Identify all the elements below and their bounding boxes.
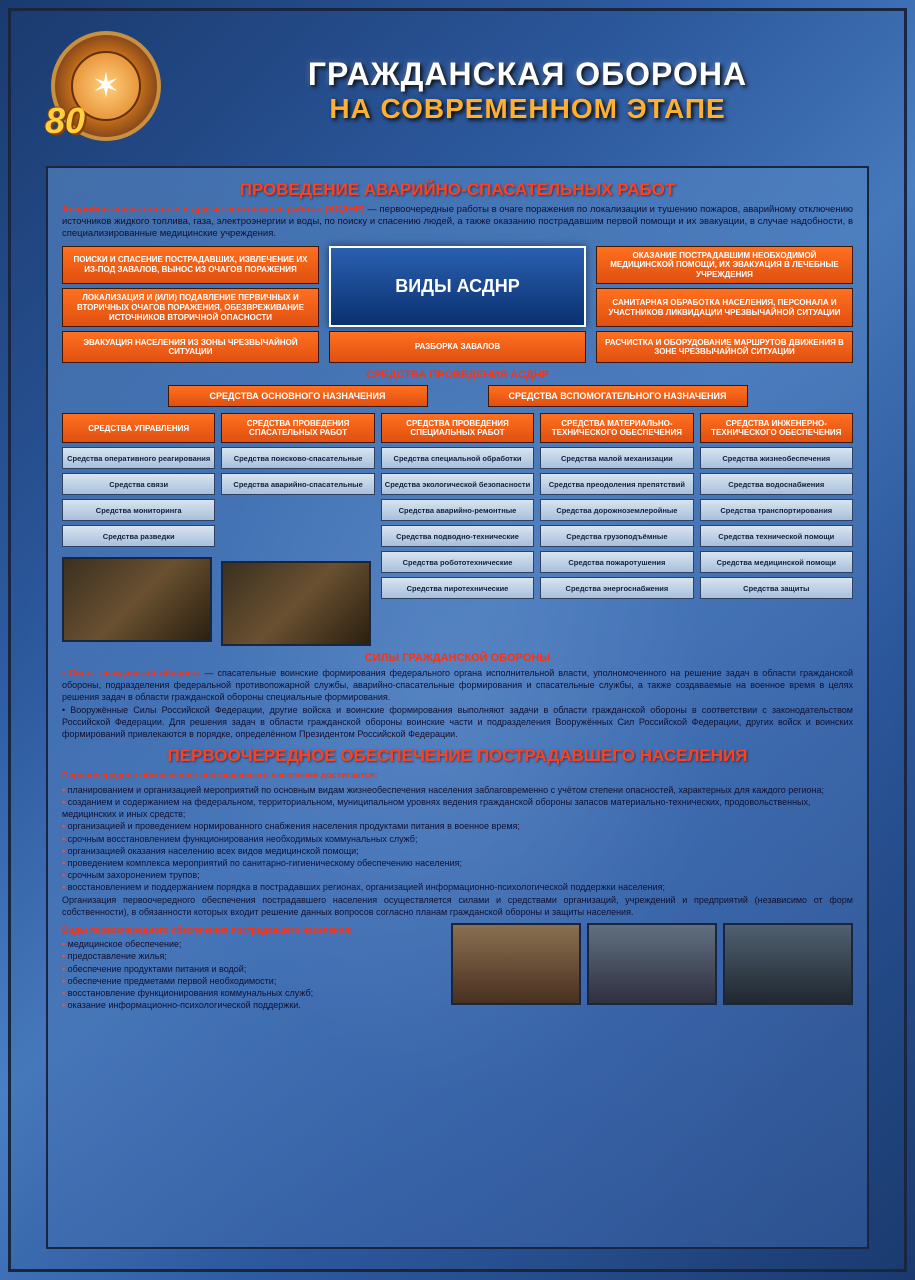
photo-1 (62, 557, 212, 642)
section3-lead2-text: Виды первоочередного обеспечения пострад… (62, 925, 353, 935)
section1-intro: Аварийно-спасательные и другие неотложны… (62, 204, 853, 240)
col4-header: СРЕДСТВА ИНЖЕНЕРНО-ТЕХНИЧЕСКОГО ОБЕСПЕЧЕ… (700, 413, 853, 443)
tree-col-4: СРЕДСТВА ИНЖЕНЕРНО-ТЕХНИЧЕСКОГО ОБЕСПЕЧЕ… (700, 413, 853, 646)
col2-item: Средства специальной обработки (381, 447, 534, 469)
tree-heading: СРЕДСТВА ПРОВЕДЕНИЯ АСДНР (62, 369, 853, 381)
bottom-photos (451, 923, 853, 1005)
col0-item: Средства связи (62, 473, 215, 495)
col0-item: Средства мониторинга (62, 499, 215, 521)
col4-item: Средства жизнеобеспечения (700, 447, 853, 469)
asdnr-right-2: РАСЧИСТКА И ОБОРУДОВАНИЕ МАРШРУТОВ ДВИЖЕ… (596, 331, 853, 363)
col4-item: Средства технической помощи (700, 525, 853, 547)
section3-lead2: Виды первоочередного обеспечения пострад… (62, 925, 441, 937)
col4-item: Средства медицинской помощи (700, 551, 853, 573)
tree-col-3: СРЕДСТВА МАТЕРИАЛЬНО-ТЕХНИЧЕСКОГО ОБЕСПЕ… (540, 413, 693, 646)
asdnr-left-2: ЭВАКУАЦИЯ НАСЕЛЕНИЯ ИЗ ЗОНЫ ЧРЕЗВЫЧАЙНОЙ… (62, 331, 319, 363)
col0-item: Средства оперативного реагирования (62, 447, 215, 469)
col1-item: Средства поисково-спасательные (221, 447, 374, 469)
bullet: оказание информационно-психологической п… (62, 999, 441, 1011)
bullet: медицинское обеспечение; (62, 938, 441, 950)
col1-header: СРЕДСТВА ПРОВЕДЕНИЯ СПАСАТЕЛЬНЫХ РАБОТ (221, 413, 374, 443)
section3-lead-text: Первоочередное обеспечение пострадавшего… (62, 770, 378, 780)
page-frame: ✶ 80 ГРАЖДАНСКАЯ ОБОРОНА НА СОВРЕМЕННОМ … (8, 8, 907, 1272)
tree-l1-0: СРЕДСТВА ОСНОВНОГО НАЗНАЧЕНИЯ (168, 385, 428, 407)
asdnr-right-1: САНИТАРНАЯ ОБРАБОТКА НАСЕЛЕНИЯ, ПЕРСОНАЛ… (596, 288, 853, 327)
bullet: планированием и организацией мероприятий… (62, 784, 853, 796)
col1-item: Средства аварийно-спасательные (221, 473, 374, 495)
section3-lead: Первоочередное обеспечение пострадавшего… (62, 770, 853, 782)
tree-l1-1: СРЕДСТВА ВСПОМОГАТЕЛЬНОГО НАЗНАЧЕНИЯ (488, 385, 748, 407)
photo-5 (723, 923, 853, 1005)
section3-heading: ПЕРВООЧЕРЕДНОЕ ОБЕСПЕЧЕНИЕ ПОСТРАДАВШЕГО… (62, 746, 853, 766)
col2-item: Средства робототехнические (381, 551, 534, 573)
col3-item: Средства грузоподъёмные (540, 525, 693, 547)
photo-2 (221, 561, 371, 646)
bullet: восстановление функционирования коммунал… (62, 987, 441, 999)
asdnr-left-1: ЛОКАЛИЗАЦИЯ И (ИЛИ) ПОДАВЛЕНИЕ ПЕРВИЧНЫХ… (62, 288, 319, 327)
asdnr-right-0: ОКАЗАНИЕ ПОСТРАДАВШИМ НЕОБХОДИМОЙ МЕДИЦИ… (596, 246, 853, 285)
col2-header: СРЕДСТВА ПРОВЕДЕНИЯ СПЕЦИАЛЬНЫХ РАБОТ (381, 413, 534, 443)
title-line1: ГРАЖДАНСКАЯ ОБОРОНА (191, 56, 864, 93)
bullet: восстановлением и поддержанием порядка в… (62, 881, 853, 893)
bullet: созданием и содержанием на федеральном, … (62, 796, 853, 820)
section2-lead: • Силы гражданской обороны (62, 668, 200, 678)
col3-item: Средства пожаротушения (540, 551, 693, 573)
bullet: предоставление жилья; (62, 950, 441, 962)
tree-level1: СРЕДСТВА ОСНОВНОГО НАЗНАЧЕНИЯ СРЕДСТВА В… (62, 385, 853, 407)
section1-lead: Аварийно-спасательные и другие неотложны… (62, 204, 365, 215)
col3-item: Средства дорожноземлеройные (540, 499, 693, 521)
emblem-number: 80 (45, 100, 85, 142)
bullet: обеспечение продуктами питания и водой; (62, 963, 441, 975)
col2-item: Средства экологической безопасности (381, 473, 534, 495)
title-line2: НА СОВРЕМЕННОМ ЭТАПЕ (191, 93, 864, 125)
photo-3 (451, 923, 581, 1005)
section2-para1: • Силы гражданской обороны — спасательны… (62, 668, 853, 703)
section2-heading: СИЛЫ ГРАЖДАНСКОЙ ОБОРОНЫ (62, 652, 853, 664)
bullet: организацией оказания населению всех вид… (62, 845, 853, 857)
col4-item: Средства транспортирования (700, 499, 853, 521)
emblem-badge: ✶ 80 (51, 31, 161, 141)
asdnr-mid-1: РАЗБОРКА ЗАВАЛОВ (329, 331, 586, 363)
asdnr-left-0: ПОИСКИ И СПАСЕНИЕ ПОСТРАДАВШИХ, ИЗВЛЕЧЕН… (62, 246, 319, 285)
bullet: срочным восстановлением функционирования… (62, 833, 853, 845)
section3-bullets2: медицинское обеспечение; предоставление … (62, 938, 441, 1011)
tree-col-1: СРЕДСТВА ПРОВЕДЕНИЯ СПАСАТЕЛЬНЫХ РАБОТ С… (221, 413, 374, 646)
bottom-row: Виды первоочередного обеспечения пострад… (62, 923, 853, 1014)
tree-col-0: СРЕДСТВА УПРАВЛЕНИЯ Средства оперативног… (62, 413, 215, 646)
section2-para2: • Вооружённые Силы Российской Федерации,… (62, 705, 853, 740)
col3-item: Средства преодоления препятствий (540, 473, 693, 495)
col3-item: Средства энергоснабжения (540, 577, 693, 599)
bullet: срочным захоронением трупов; (62, 869, 853, 881)
main-title: ГРАЖДАНСКАЯ ОБОРОНА НА СОВРЕМЕННОМ ЭТАПЕ (191, 56, 864, 125)
bullet: организацией и проведением нормированног… (62, 820, 853, 832)
col2-item: Средства пиротехнические (381, 577, 534, 599)
tree-col-2: СРЕДСТВА ПРОВЕДЕНИЯ СПЕЦИАЛЬНЫХ РАБОТ Ср… (381, 413, 534, 646)
photo-4 (587, 923, 717, 1005)
section3-bullets: планированием и организацией мероприятий… (62, 784, 853, 893)
bullet: обеспечение предметами первой необходимо… (62, 975, 441, 987)
col3-item: Средства малой механизации (540, 447, 693, 469)
col3-header: СРЕДСТВА МАТЕРИАЛЬНО-ТЕХНИЧЕСКОГО ОБЕСПЕ… (540, 413, 693, 443)
content-panel: ПРОВЕДЕНИЕ АВАРИЙНО-СПАСАТЕЛЬНЫХ РАБОТ А… (46, 166, 869, 1249)
col2-item: Средства аварийно-ремонтные (381, 499, 534, 521)
asdnr-center: ВИДЫ АСДНР (329, 246, 586, 328)
col0-header: СРЕДСТВА УПРАВЛЕНИЯ (62, 413, 215, 443)
col4-item: Средства водоснабжения (700, 473, 853, 495)
section1-heading: ПРОВЕДЕНИЕ АВАРИЙНО-СПАСАТЕЛЬНЫХ РАБОТ (62, 180, 853, 200)
col2-item: Средства подводно-технические (381, 525, 534, 547)
section3-para2: Организация первоочередного обеспечения … (62, 895, 853, 918)
asdnr-types-grid: ПОИСКИ И СПАСЕНИЕ ПОСТРАДАВШИХ, ИЗВЛЕЧЕН… (62, 246, 853, 364)
col0-item: Средства разведки (62, 525, 215, 547)
col4-item: Средства защиты (700, 577, 853, 599)
bullet: проведением комплекса мероприятий по сан… (62, 857, 853, 869)
tree-columns: СРЕДСТВА УПРАВЛЕНИЯ Средства оперативног… (62, 413, 853, 646)
